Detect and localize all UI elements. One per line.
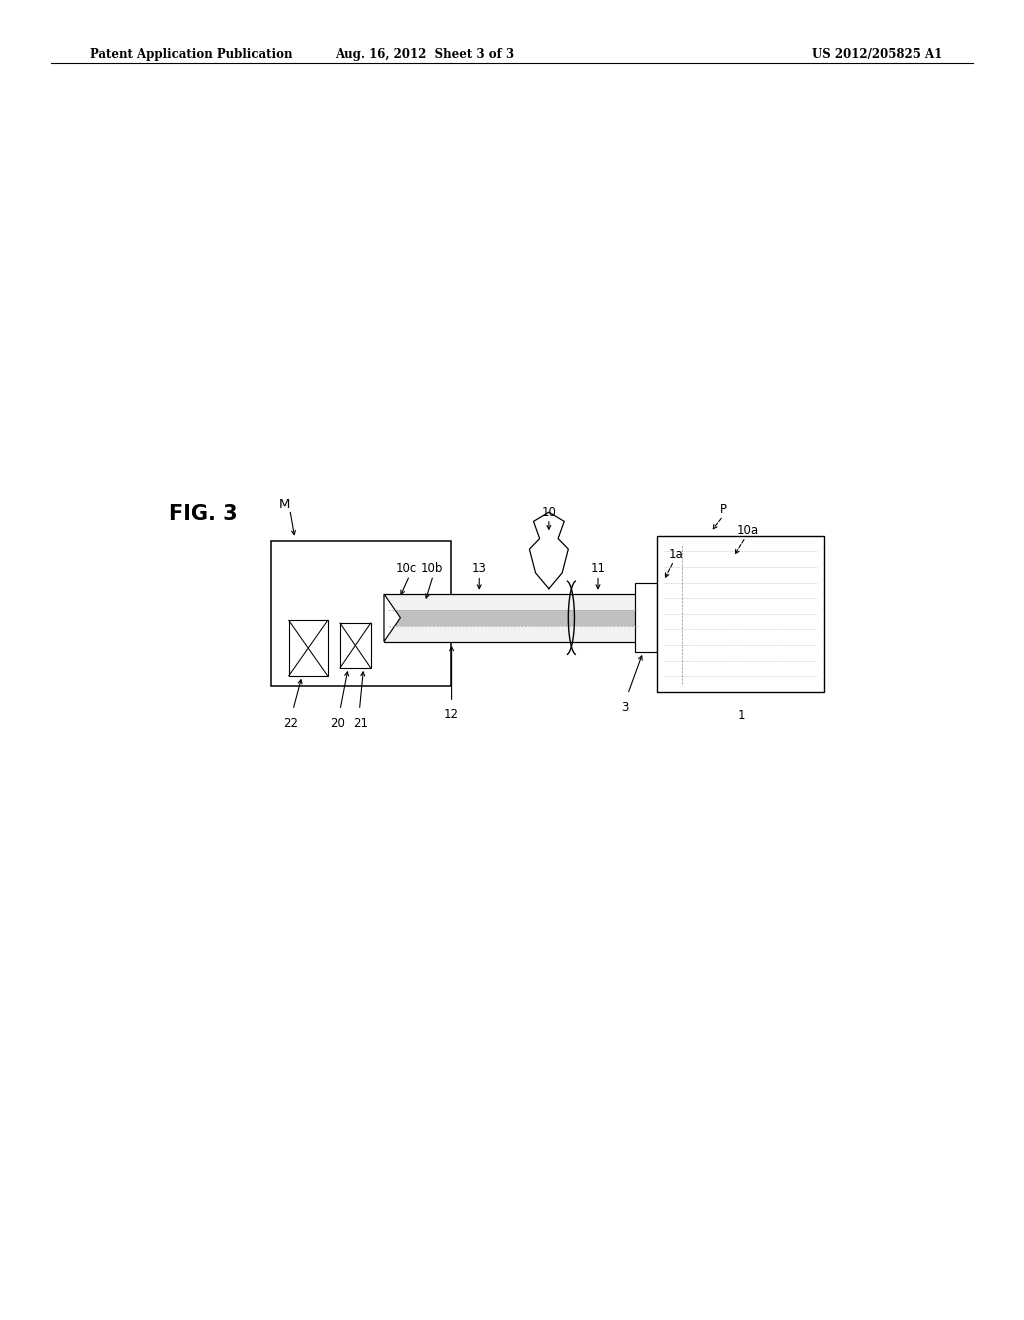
Bar [271, 541, 451, 686]
Text: 1a: 1a [669, 548, 683, 561]
Text: Aug. 16, 2012  Sheet 3 of 3: Aug. 16, 2012 Sheet 3 of 3 [336, 48, 514, 61]
Text: 10a: 10a [736, 524, 759, 537]
Text: 3: 3 [621, 701, 629, 714]
Text: US 2012/205825 A1: US 2012/205825 A1 [812, 48, 942, 61]
Text: 12: 12 [444, 708, 459, 721]
Text: 1: 1 [737, 709, 745, 722]
Bar [340, 623, 371, 668]
Text: FIG. 3: FIG. 3 [169, 504, 238, 524]
Text: 11: 11 [591, 562, 605, 576]
Text: 20: 20 [331, 717, 345, 730]
Text: Patent Application Publication: Patent Application Publication [90, 48, 293, 61]
Bar [635, 583, 657, 652]
Bar [289, 620, 328, 676]
Text: 13: 13 [472, 562, 486, 576]
Text: M: M [279, 498, 291, 511]
Text: 10b: 10b [421, 562, 443, 576]
Text: 22: 22 [284, 717, 298, 730]
Text: 10: 10 [542, 506, 556, 519]
Text: 21: 21 [353, 717, 368, 730]
Bar [657, 536, 824, 692]
Text: P: P [720, 503, 726, 516]
Bar [388, 610, 638, 626]
Polygon shape [384, 594, 400, 642]
Bar [384, 594, 642, 642]
Text: 10c: 10c [396, 562, 417, 576]
